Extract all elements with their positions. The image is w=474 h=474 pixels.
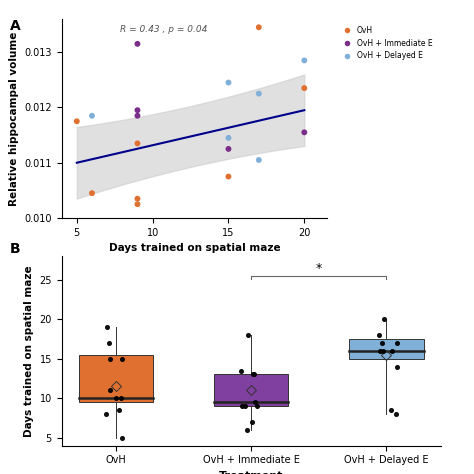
Point [393, 363, 401, 370]
Point [225, 79, 232, 86]
Text: A: A [9, 19, 20, 33]
Point [387, 406, 394, 414]
Point [392, 410, 400, 418]
Point [88, 189, 96, 197]
Point [301, 56, 308, 64]
Text: R = 0.43 , p = 0.04: R = 0.43 , p = 0.04 [120, 25, 208, 34]
Point [376, 347, 384, 355]
Point [225, 145, 232, 153]
X-axis label: Treatment: Treatment [219, 471, 283, 474]
Point [375, 331, 383, 339]
Point [118, 394, 125, 402]
Point [248, 418, 255, 426]
Point [118, 434, 126, 441]
Point [73, 118, 81, 125]
Point [255, 156, 263, 164]
Point [134, 201, 141, 208]
Legend: OvH, OvH + Immediate E, OvH + Delayed E: OvH, OvH + Immediate E, OvH + Delayed E [336, 23, 436, 64]
Point [255, 90, 263, 97]
Point [243, 426, 251, 434]
Point [225, 173, 232, 181]
Bar [214, 374, 288, 406]
Point [245, 331, 252, 339]
Point [380, 347, 387, 355]
Bar [349, 339, 424, 359]
Point [241, 402, 248, 410]
Point [103, 323, 111, 331]
Point [134, 195, 141, 202]
Point [393, 339, 401, 346]
Point [225, 134, 232, 142]
Point [254, 402, 261, 410]
Point [106, 386, 114, 394]
Bar [79, 355, 153, 402]
Point [250, 371, 258, 378]
Text: B: B [9, 242, 20, 256]
Point [238, 402, 246, 410]
Point [115, 406, 123, 414]
Point [237, 367, 245, 374]
Point [118, 355, 126, 363]
X-axis label: Days trained on spatial maze: Days trained on spatial maze [109, 243, 280, 253]
Point [88, 112, 96, 119]
Point [380, 315, 388, 323]
Point [134, 40, 141, 47]
Point [301, 128, 308, 136]
Y-axis label: Days trained on spatial maze: Days trained on spatial maze [24, 265, 34, 437]
Point [106, 355, 113, 363]
Point [105, 339, 113, 346]
Point [249, 371, 256, 378]
Point [134, 139, 141, 147]
Point [255, 24, 263, 31]
Point [301, 84, 308, 92]
Point [102, 410, 109, 418]
Point [379, 339, 386, 346]
Point [134, 112, 141, 119]
Point [134, 106, 141, 114]
Point [112, 394, 120, 402]
Point [388, 347, 395, 355]
Point [251, 398, 258, 406]
Text: *: * [316, 262, 322, 275]
Y-axis label: Relative hippocampal volume: Relative hippocampal volume [9, 31, 18, 206]
